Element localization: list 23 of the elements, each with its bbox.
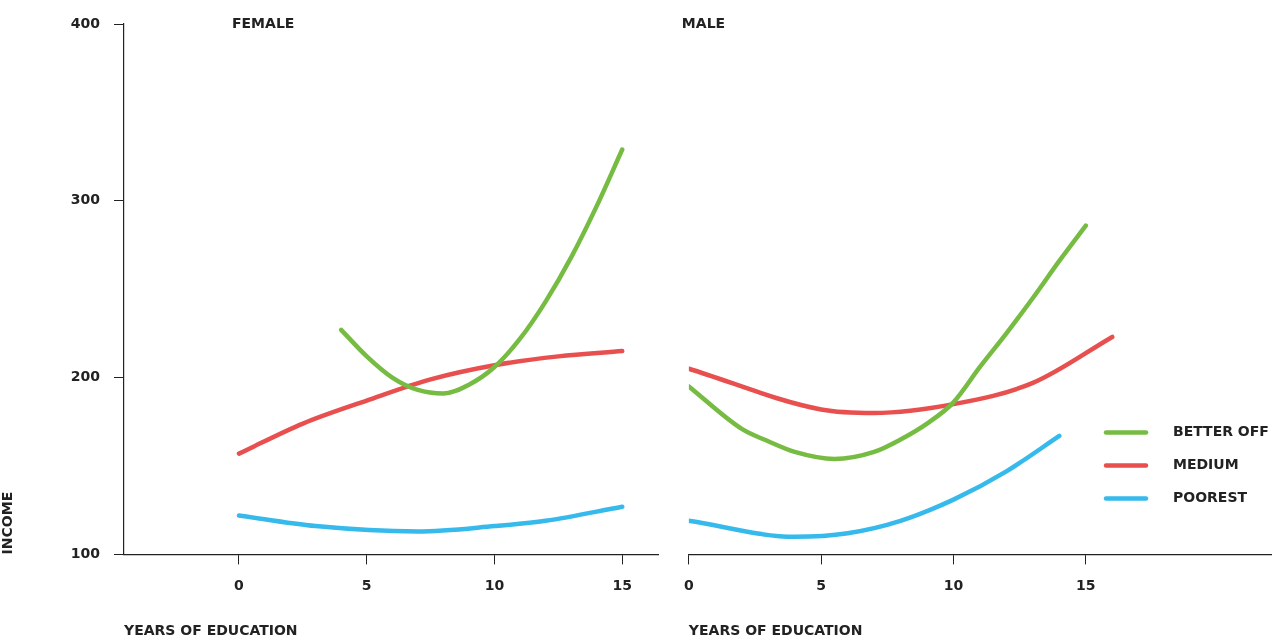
x-axis-title: YEARS OF EDUCATION	[687, 622, 863, 639]
chart-title: FEMALE	[231, 14, 295, 31]
y-tick-label: 300	[70, 191, 101, 208]
line-series	[236, 348, 625, 456]
x-tick-label: 5	[816, 577, 827, 594]
x-tick-label: 0	[234, 577, 245, 594]
legend-label: BETTER OFF	[1173, 423, 1269, 440]
legend-label: POOREST	[1173, 489, 1248, 506]
x-axis-title: YEARS OF EDUCATION	[123, 622, 298, 639]
y-axis-title: INCOME	[0, 491, 16, 555]
x-tick-label: 5	[361, 577, 372, 594]
x-tick-label: 15	[612, 577, 632, 594]
x-tick-label: 15	[1076, 577, 1096, 594]
chart-title: MALE	[681, 14, 726, 31]
legend-label: MEDIUM	[1173, 456, 1239, 473]
x-tick-label: 10	[484, 577, 505, 594]
line-series	[338, 147, 625, 396]
y-tick-label: 100	[70, 545, 101, 562]
y-tick-label: 400	[70, 14, 101, 31]
line-series	[236, 504, 625, 534]
y-tick-label: 200	[70, 368, 101, 385]
x-tick-label: 0	[684, 577, 694, 594]
x-tick-label: 10	[943, 577, 964, 594]
